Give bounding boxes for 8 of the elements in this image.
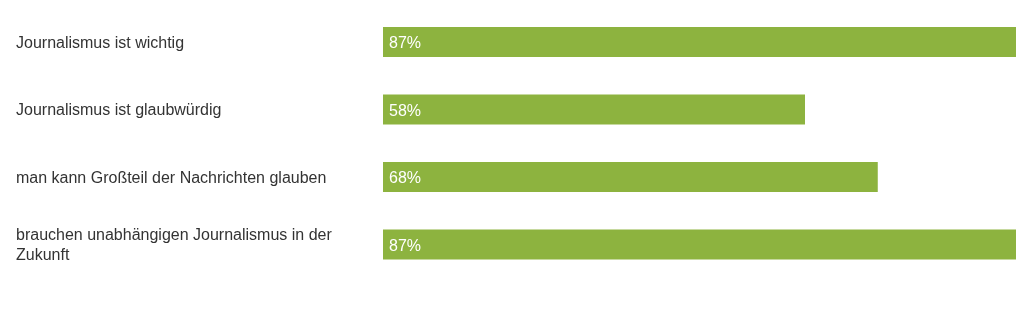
y-tick-label: brauchen unabhängigen Journalismus in der Zukunft [16,226,333,264]
data-label: 87% [389,236,422,254]
y-tick-label: Journalismus ist wichtig [16,33,185,51]
data-label: 58% [389,101,422,119]
data-label: 87% [389,34,422,51]
data-label: 68% [389,169,422,186]
y-tick-label: man kann Großteil der Nachrichten glauben [16,168,327,186]
y-tick-label: Journalismus ist glaubwürdig [16,101,222,119]
